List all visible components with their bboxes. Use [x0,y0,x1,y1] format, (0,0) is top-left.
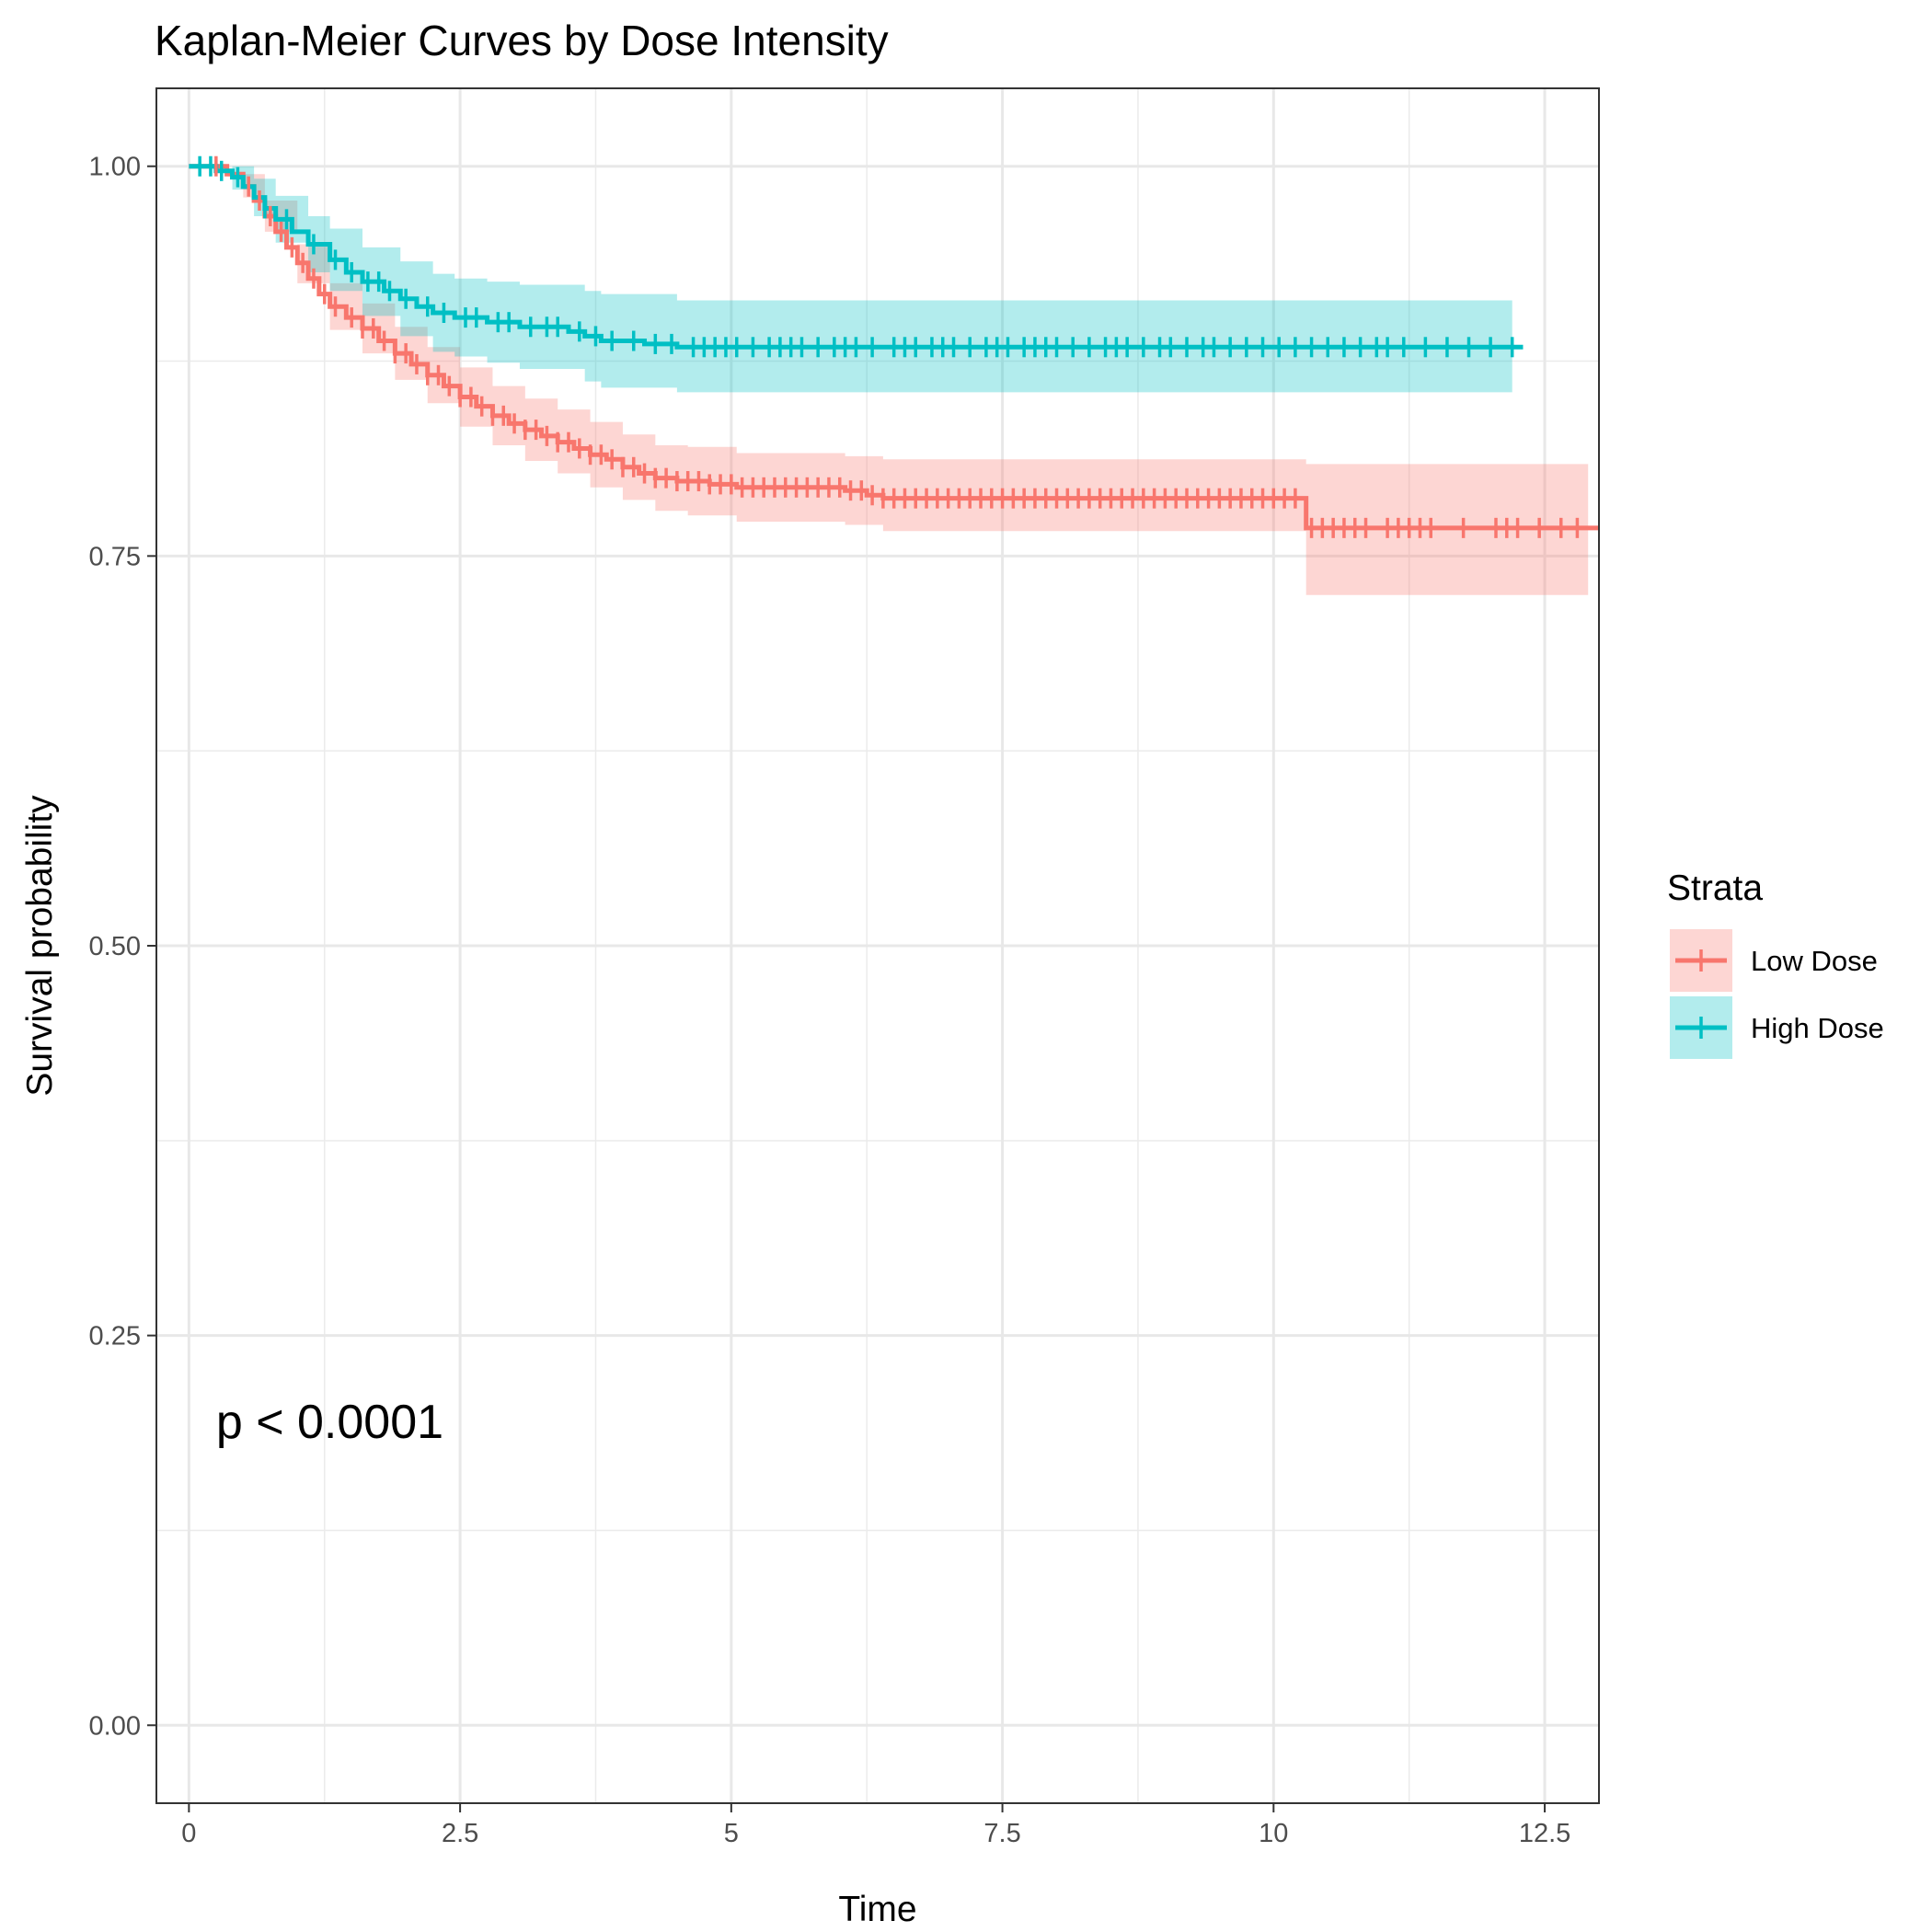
ci-band-low-dose [189,166,1589,595]
curve-high-dose [189,164,1524,350]
y-tick-label: 0.75 [89,542,141,571]
x-tick-label: 5 [724,1819,739,1848]
p-value-annotation: p < 0.0001 [216,1396,443,1449]
x-tick-label: 12.5 [1519,1819,1570,1848]
legend-title: Strata [1667,868,1763,908]
legend-item-low-dose: Low Dose [1670,929,1878,992]
y-tick-label: 1.00 [89,153,141,182]
x-axis: 0 2.5 5 7.5 10 12.5 [181,1803,1570,1848]
y-tick-label: 0.25 [89,1322,141,1351]
major-gridlines [156,88,1599,1803]
y-tick-label: 0.50 [89,932,141,961]
chart-title: Kaplan-Meier Curves by Dose Intensity [155,17,889,64]
x-tick-label: 0 [181,1819,196,1848]
legend: Strata Low Dose High Dose [1667,868,1884,1059]
censor-marks [198,155,1580,538]
x-tick-label: 10 [1259,1819,1288,1848]
y-axis: 0.00 0.25 0.50 0.75 1.00 [89,153,156,1741]
x-tick-label: 2.5 [442,1819,478,1848]
ci-band-high-dose [189,166,1512,393]
legend-label-low-dose: Low Dose [1751,945,1878,977]
x-axis-title: Time [838,1890,916,1929]
legend-label-high-dose: High Dose [1751,1012,1884,1044]
y-axis-title: Survival probability [20,795,60,1097]
x-tick-label: 7.5 [983,1819,1020,1848]
legend-item-high-dose: High Dose [1670,996,1884,1059]
y-tick-label: 0.00 [89,1711,141,1741]
confidence-bands [189,166,1589,595]
